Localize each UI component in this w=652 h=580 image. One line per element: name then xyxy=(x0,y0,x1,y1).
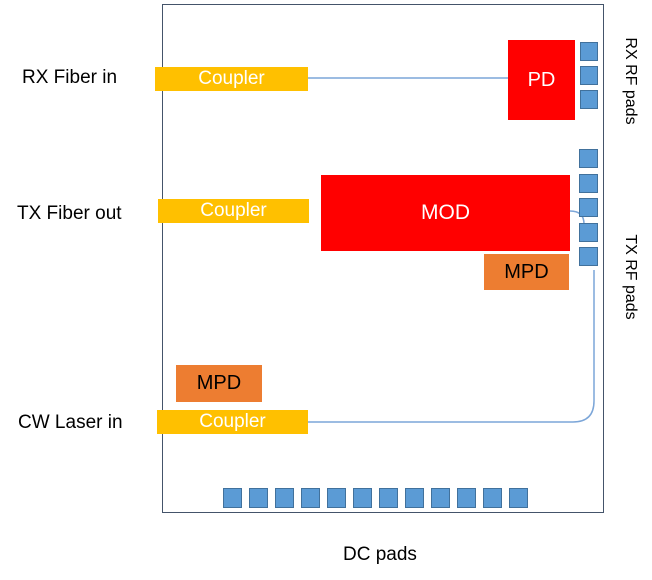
tx-rf-pad xyxy=(579,198,598,217)
dc-pad xyxy=(405,488,424,508)
rx-rf-pad xyxy=(580,42,598,61)
rx-rf-pad xyxy=(580,90,598,109)
label-rx-fiber-in: RX Fiber in xyxy=(22,67,118,88)
rx-rf-pad-array xyxy=(580,42,598,109)
cw-coupler-block: Coupler xyxy=(157,410,308,434)
dc-pad xyxy=(379,488,398,508)
modulator-block: MOD xyxy=(321,175,570,251)
dc-pad-array xyxy=(223,488,528,508)
tx-rf-pad xyxy=(579,247,598,266)
dc-pad xyxy=(223,488,242,508)
dc-pad xyxy=(431,488,450,508)
dc-pad xyxy=(327,488,346,508)
rx-rf-pad xyxy=(580,66,598,85)
tx-monitor-photodiode-block: MPD xyxy=(484,254,569,290)
label-cw-laser-in: CW Laser in xyxy=(18,412,123,433)
tx-rf-pad xyxy=(579,222,598,242)
dc-pad xyxy=(275,488,294,508)
tx-rf-pad xyxy=(579,149,598,168)
dc-pad xyxy=(353,488,372,508)
cw-monitor-photodiode-block: MPD xyxy=(176,365,262,402)
dc-pad xyxy=(509,488,528,508)
rx-coupler-block: Coupler xyxy=(155,67,308,91)
dc-pad xyxy=(301,488,320,508)
dc-pad xyxy=(483,488,502,508)
label-tx-rf-pads: TX RF pads xyxy=(622,234,639,320)
tx-rf-pad xyxy=(579,173,598,193)
tx-coupler-block: Coupler xyxy=(158,199,309,223)
label-rx-rf-pads: RX RF pads xyxy=(622,37,639,125)
label-tx-fiber-out: TX Fiber out xyxy=(17,203,122,224)
chip-outline xyxy=(162,4,604,513)
dc-pad xyxy=(249,488,268,508)
photodiode-block: PD xyxy=(508,40,575,120)
label-dc-pads: DC pads xyxy=(343,544,417,565)
tx-rf-pad-array xyxy=(579,149,598,266)
dc-pad xyxy=(457,488,476,508)
